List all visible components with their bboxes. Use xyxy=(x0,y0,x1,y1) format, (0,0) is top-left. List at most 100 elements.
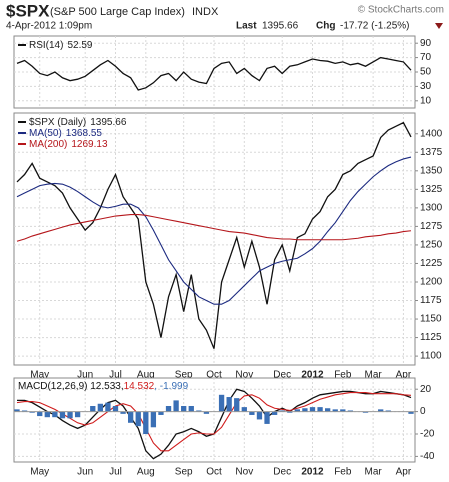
x-tick-label: Oct xyxy=(206,467,222,478)
y-tick-label: 1325 xyxy=(420,184,443,195)
x-tick-label: Sep xyxy=(175,467,193,478)
histogram-bar xyxy=(97,403,103,412)
series-line xyxy=(16,392,412,452)
y-tick-label: 1100 xyxy=(420,351,442,362)
histogram-bar xyxy=(264,411,270,424)
legend-part: 14.532 xyxy=(124,381,155,392)
histogram-bar xyxy=(279,410,285,412)
histogram-bar xyxy=(173,400,179,412)
legend-entry: MA(200) 1269.13 xyxy=(29,139,108,150)
histogram-bar xyxy=(241,407,247,412)
histogram-bar xyxy=(105,402,111,412)
y-tick-label: 1275 xyxy=(420,221,443,232)
histogram-bar xyxy=(74,411,81,418)
legend-name: RSI(14) xyxy=(29,40,63,51)
histogram-bar xyxy=(203,411,210,414)
histogram-bar xyxy=(112,406,119,412)
legend-value: 1395.66 xyxy=(90,117,127,128)
histogram-bar xyxy=(52,411,58,418)
x-tick-label: May xyxy=(30,370,49,381)
histogram-bar xyxy=(385,410,391,412)
y-tick-label: 30 xyxy=(420,81,432,92)
histogram-bar xyxy=(165,406,172,412)
x-tick-label: Feb xyxy=(334,370,352,381)
x-tick-label: Mar xyxy=(364,467,382,478)
legend-part: MACD(12,26,9) 12.533, xyxy=(18,381,124,392)
x-tick-label: Sep xyxy=(175,370,193,381)
x-tick-label: Dec xyxy=(273,370,291,381)
legend-name: MA(200) xyxy=(29,139,67,150)
histogram-bar xyxy=(317,407,323,412)
chg-label: Chg xyxy=(316,21,335,32)
exchange: INDX xyxy=(192,6,219,18)
histogram-bar xyxy=(340,409,346,412)
y-tick-label: 1175 xyxy=(420,295,442,306)
histogram-bar xyxy=(287,411,293,413)
x-tick-label: Jun xyxy=(77,467,93,478)
legend-value: 1269.13 xyxy=(71,139,108,150)
histogram-bar xyxy=(29,411,35,413)
histogram-bar xyxy=(249,411,255,415)
x-tick-label: Nov xyxy=(235,467,253,478)
histogram-bar xyxy=(181,406,187,412)
histogram-bar xyxy=(59,411,66,419)
y-tick-label: -20 xyxy=(420,429,435,440)
x-tick-label: Aug xyxy=(137,467,155,478)
x-tick-label: Oct xyxy=(206,370,222,381)
x-tick-label: Feb xyxy=(334,467,352,478)
legend-entry: RSI(14) 52.59 xyxy=(29,40,93,51)
legend-entry: $SPX (Daily) 1395.66 xyxy=(29,117,127,128)
y-tick-label: 1150 xyxy=(420,314,442,325)
x-tick-label: 2012 xyxy=(301,467,324,478)
histogram-bar xyxy=(196,410,202,412)
y-tick-label: 20 xyxy=(420,384,432,395)
x-tick-label: May xyxy=(30,467,49,478)
down-arrow xyxy=(435,23,443,29)
histogram-bar xyxy=(302,408,308,412)
histogram-bar xyxy=(67,411,73,419)
histogram-bar xyxy=(90,406,96,412)
histogram-bar xyxy=(309,407,316,412)
series-line xyxy=(16,56,412,91)
x-tick-label: Jun xyxy=(77,370,93,381)
last: 1395.66 xyxy=(262,21,299,32)
x-tick-label: Mar xyxy=(364,370,382,381)
x-tick-label: Apr xyxy=(396,370,412,381)
histogram-bar xyxy=(21,410,28,412)
histogram-bar xyxy=(294,409,300,412)
y-tick-label: 1225 xyxy=(420,258,443,269)
y-tick-label: 90 xyxy=(420,38,432,49)
histogram-bar xyxy=(120,411,126,414)
y-tick-label: 0 xyxy=(420,406,426,417)
histogram-bar xyxy=(128,411,134,423)
series-line xyxy=(16,213,412,242)
histogram-bar xyxy=(135,411,141,427)
last-label: Last xyxy=(236,21,257,32)
description: (S&P 500 Large Cap Index) xyxy=(50,6,185,18)
series-line xyxy=(16,156,412,305)
histogram-bar xyxy=(271,411,278,415)
histogram-bar xyxy=(37,411,43,417)
histogram-bar xyxy=(362,411,369,413)
x-tick-label: Apr xyxy=(396,467,412,478)
x-tick-label: Nov xyxy=(235,370,253,381)
y-tick-label: -40 xyxy=(420,451,435,462)
histogram-bar xyxy=(378,409,384,412)
histogram-bar xyxy=(14,409,20,412)
legend-entry: MACD(12,26,9) 12.533,14.532, -1.999 xyxy=(18,381,189,392)
histogram-bar xyxy=(143,411,149,434)
legend-name: $SPX (Daily) xyxy=(29,117,86,128)
y-tick-label: 70 xyxy=(420,52,432,63)
y-tick-label: 10 xyxy=(420,95,432,106)
y-tick-label: 1300 xyxy=(420,203,443,214)
histogram-bar xyxy=(226,397,232,412)
y-tick-label: 1200 xyxy=(420,277,443,288)
x-tick-label: Jul xyxy=(109,370,122,381)
y-tick-label: 1400 xyxy=(420,128,443,139)
legend-name: MA(50) xyxy=(29,128,62,139)
y-tick-label: 50 xyxy=(420,67,432,78)
histogram-bar xyxy=(44,411,50,418)
legend-entry: MA(50) 1368.55 xyxy=(29,128,102,139)
y-tick-label: 1350 xyxy=(420,165,443,176)
